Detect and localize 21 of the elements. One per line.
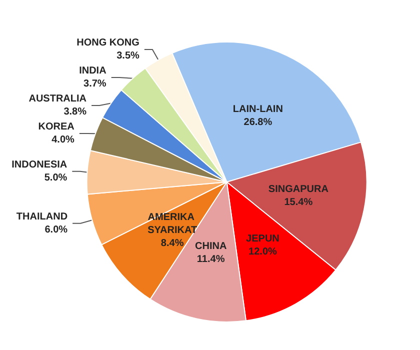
data-label: 8.4% bbox=[160, 238, 184, 250]
data-label: 26.8% bbox=[244, 116, 272, 128]
slice-label: KOREA bbox=[38, 121, 74, 132]
slice-label: THAILAND bbox=[16, 211, 68, 222]
data-label: 3.5% bbox=[116, 50, 140, 62]
slice-label: HONG KONG bbox=[76, 37, 140, 48]
data-label: 12.0% bbox=[248, 246, 278, 258]
slice-label: INDONESIA bbox=[12, 159, 68, 170]
data-label: 6.0% bbox=[44, 224, 68, 236]
data-label: 3.8% bbox=[64, 106, 87, 118]
slice-label: SINGAPURA bbox=[268, 184, 328, 196]
data-label: 11.4% bbox=[196, 254, 225, 266]
slice-label: LAIN-LAIN bbox=[232, 104, 283, 115]
slice-label: AUSTRALIA bbox=[28, 93, 87, 104]
data-label: 15.4% bbox=[284, 197, 313, 208]
slice-label: CHINA bbox=[194, 241, 227, 252]
data-label: 3.7% bbox=[84, 78, 106, 90]
data-label: 5.0% bbox=[44, 172, 68, 184]
slice-label: INDIA bbox=[79, 65, 106, 76]
data-label: 4.0% bbox=[52, 134, 75, 146]
slice-label: JEPUN bbox=[246, 234, 280, 245]
